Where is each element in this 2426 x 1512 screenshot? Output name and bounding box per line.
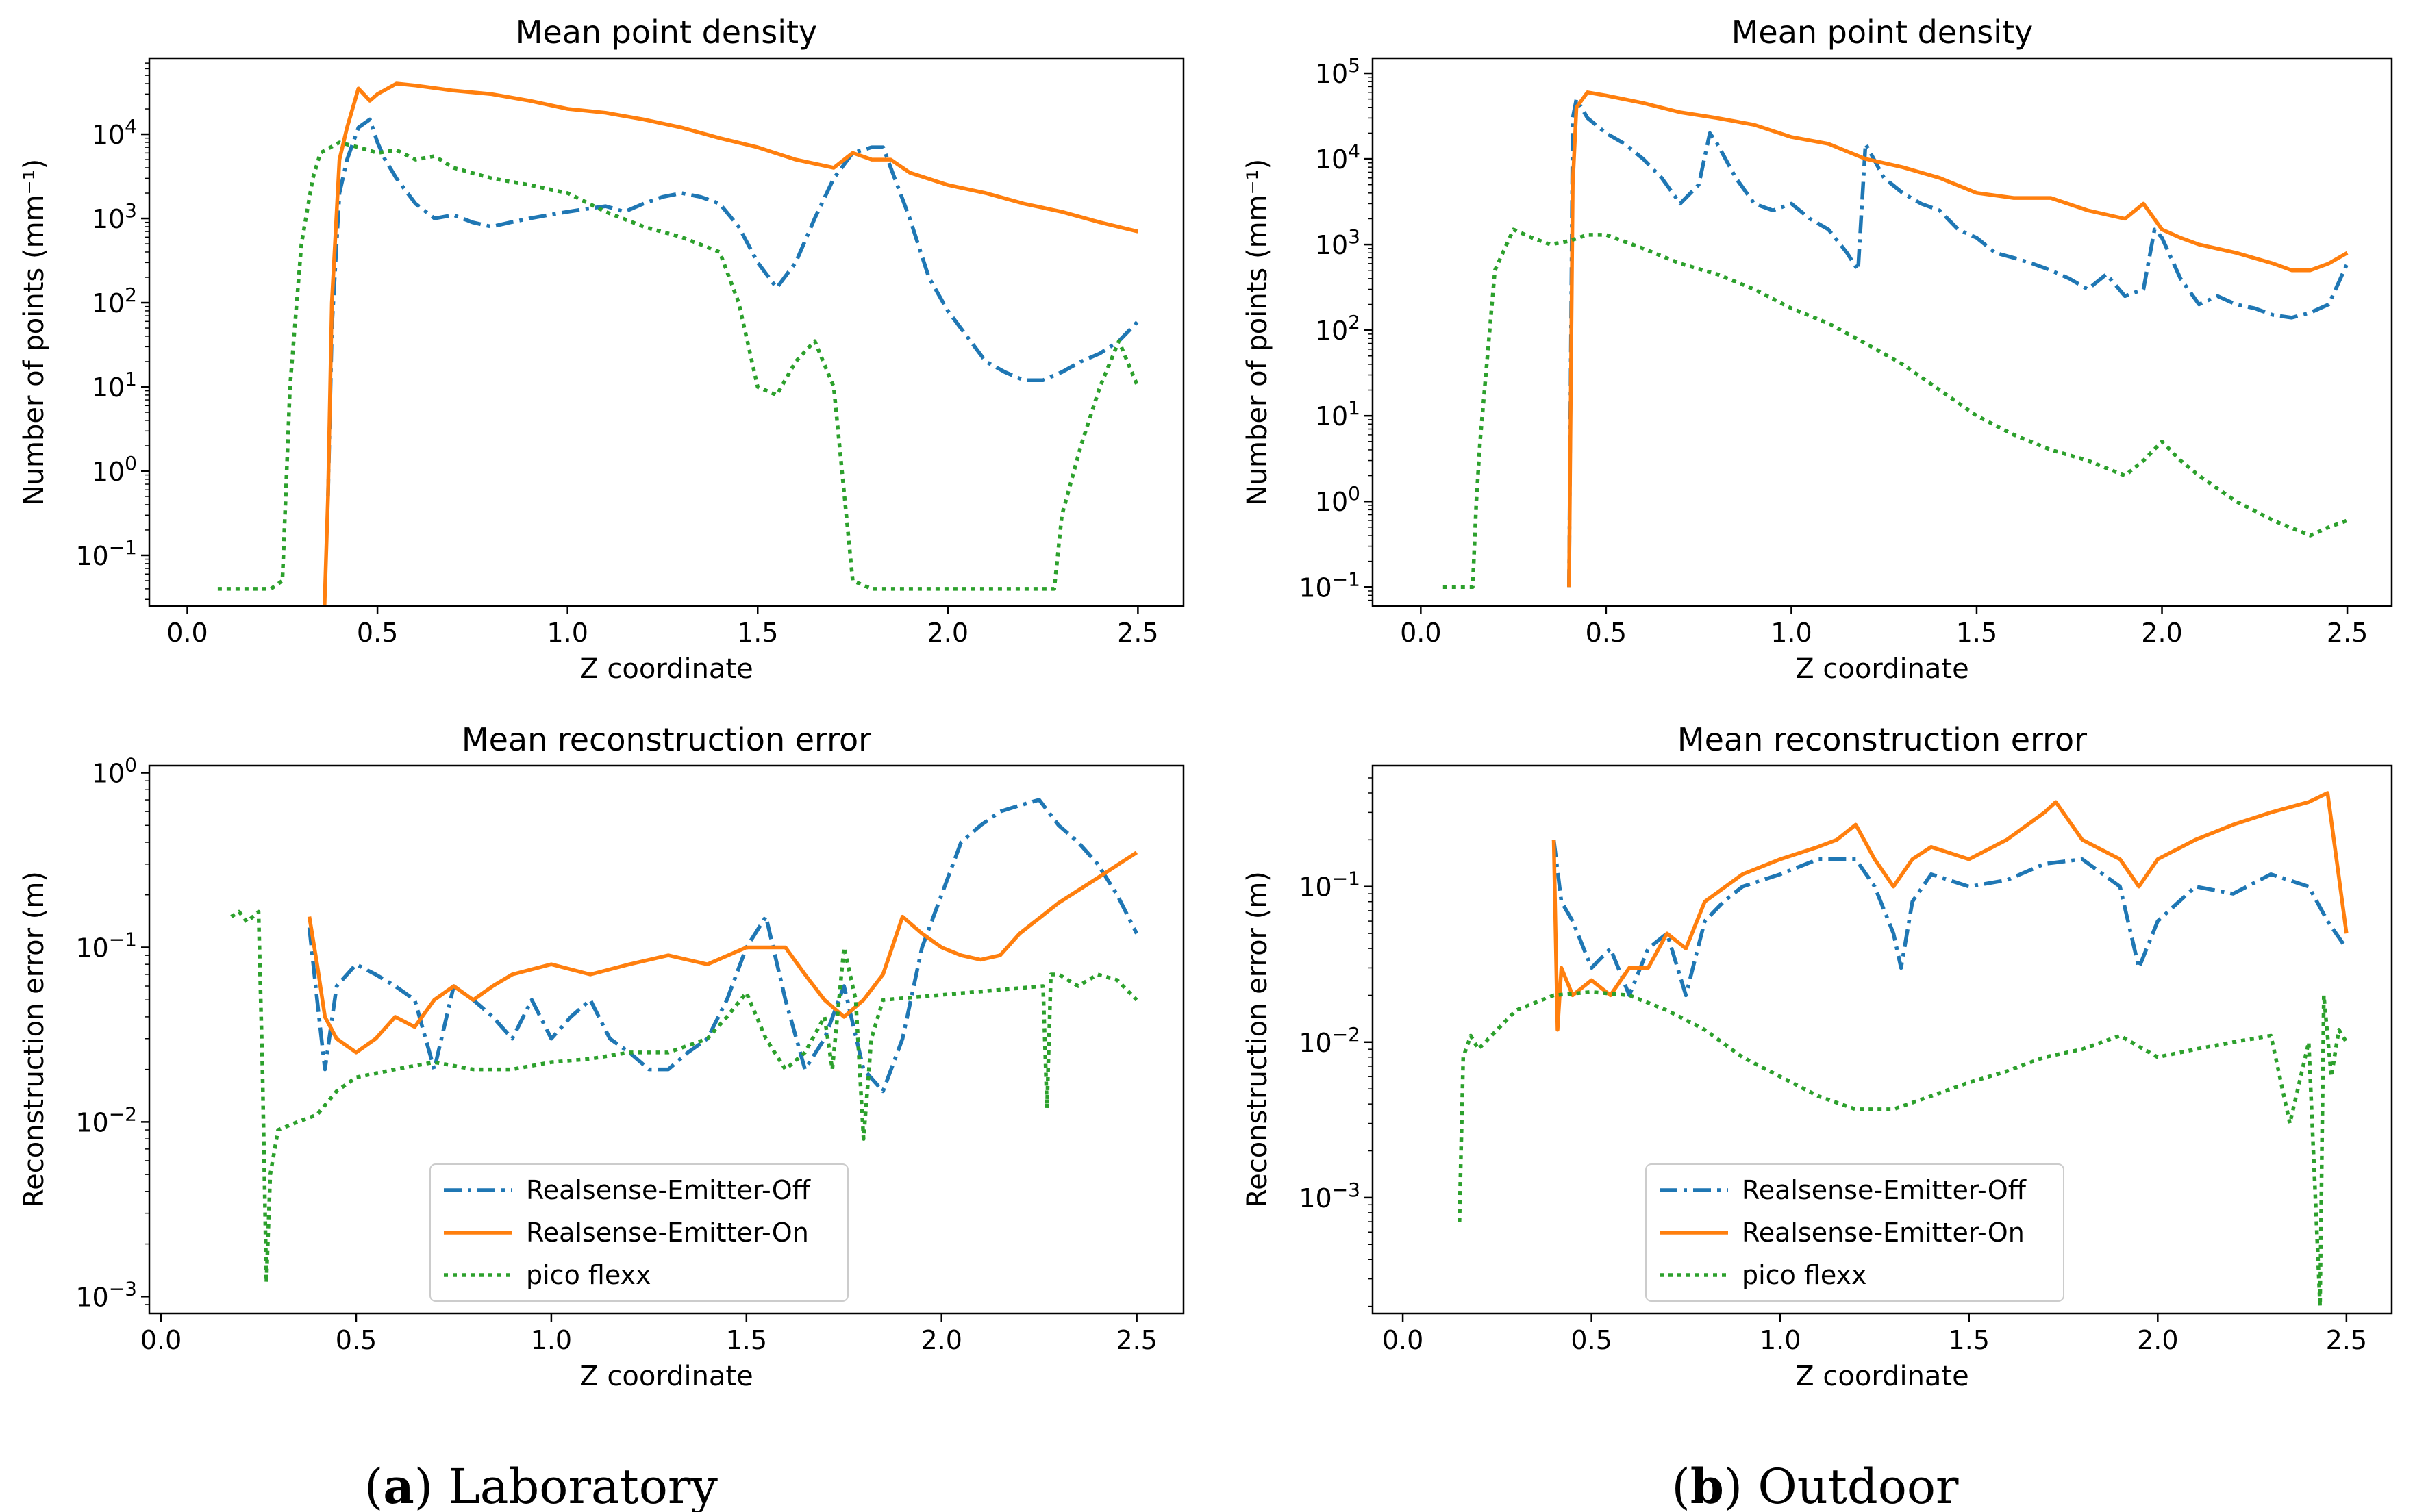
legend-entry: pico flexx bbox=[526, 1260, 651, 1290]
panel-lab-reconstruction-error: Mean reconstruction error 0.0 0.5 1.0 1.5 2.0… bbox=[18, 721, 1185, 1392]
x-tick-label: 0.5 bbox=[1571, 1325, 1612, 1355]
series-line-pico-flexx bbox=[1458, 990, 2349, 1309]
legend-box bbox=[1645, 1163, 2064, 1302]
y-tick-label: 10−1 bbox=[1299, 568, 1360, 603]
x-tick-label: 1.0 bbox=[1771, 618, 1812, 648]
y-axis-label: Number of points (mm⁻¹) bbox=[18, 159, 50, 506]
x-axis-label: Z coordinate bbox=[1795, 1361, 1968, 1392]
plot-frame bbox=[1371, 57, 2393, 607]
chart-title: Mean point density bbox=[1731, 14, 2034, 51]
legend-entry: Realsense-Emitter-On bbox=[1742, 1218, 2025, 1248]
series-line-realsense-emitter-off bbox=[1551, 839, 2349, 998]
series-line-realsense-emitter-on bbox=[323, 81, 1139, 606]
y-tick-label: 10−3 bbox=[1299, 1179, 1360, 1213]
y-axis-label: Reconstruction error (m) bbox=[18, 871, 50, 1208]
y-axis-label: Reconstruction error (m) bbox=[1242, 871, 1273, 1208]
y-tick-label: 102 bbox=[1315, 311, 1360, 346]
chart-title: Mean reconstruction error bbox=[1677, 721, 2087, 758]
y-tick-label: 104 bbox=[92, 115, 137, 150]
x-tick-label: 1.5 bbox=[726, 1325, 767, 1355]
x-axis-label: Z coordinate bbox=[579, 653, 753, 685]
y-tick-label: 10−1 bbox=[1299, 868, 1360, 903]
plot-frame bbox=[1371, 764, 2393, 1315]
series-group bbox=[217, 81, 1140, 606]
x-tick-label: 0.5 bbox=[357, 618, 398, 648]
y-axis-label: Number of points (mm⁻¹) bbox=[1242, 159, 1273, 506]
x-tick-label: 1.0 bbox=[547, 618, 588, 648]
panel-outdoor-point-density: Mean point density 0.0 0.5 1.0 1.5 2.0 2.5 10−1… bbox=[1242, 14, 2393, 685]
x-tick-label: 0.0 bbox=[1400, 618, 1441, 648]
plot-frame bbox=[148, 57, 1185, 607]
x-tick-label: 2.5 bbox=[2326, 1325, 2367, 1355]
x-axis-label: Z coordinate bbox=[1795, 653, 1968, 685]
legend-entry: Realsense-Emitter-Off bbox=[526, 1175, 811, 1205]
y-tick-label: 101 bbox=[1315, 396, 1360, 431]
series-line-realsense-emitter-off bbox=[1567, 97, 2349, 588]
caption-left: (a) Laboratory bbox=[364, 1458, 718, 1512]
series-line-realsense-emitter-on bbox=[1567, 90, 2349, 588]
caption-right-letter: b bbox=[1690, 1458, 1724, 1512]
y-tick-label: 10−1 bbox=[75, 536, 137, 571]
caption-left-letter: a bbox=[383, 1458, 414, 1512]
x-tick-label: 1.5 bbox=[1956, 618, 1997, 648]
x-tick-label: 2.0 bbox=[2137, 1325, 2178, 1355]
series-group bbox=[1458, 791, 2349, 1309]
series-line-pico-flexx bbox=[230, 909, 1138, 1285]
caption-right-label: Outdoor bbox=[1758, 1459, 1959, 1512]
y-tick-label: 100 bbox=[92, 754, 137, 789]
y-tick-label: 105 bbox=[1315, 54, 1360, 89]
plot-frame bbox=[148, 764, 1185, 1315]
legend-entry: Realsense-Emitter-On bbox=[526, 1218, 809, 1248]
series-line-pico-flexx bbox=[217, 140, 1140, 591]
y-tick-label: 10−1 bbox=[75, 928, 137, 963]
x-tick-label: 1.0 bbox=[531, 1325, 572, 1355]
x-tick-label: 1.5 bbox=[1949, 1325, 1990, 1355]
y-tick-label: 100 bbox=[1315, 482, 1360, 517]
x-tick-label: 0.0 bbox=[166, 618, 208, 648]
series-line-realsense-emitter-off bbox=[326, 117, 1140, 497]
y-tick-label: 103 bbox=[92, 199, 137, 234]
panel-outdoor-reconstruction-error: Mean reconstruction error 0.0 0.5 1.0 1.5 2.0… bbox=[1242, 721, 2393, 1392]
y-tick-label: 101 bbox=[92, 368, 137, 403]
legend-entry: Realsense-Emitter-Off bbox=[1742, 1175, 2027, 1205]
x-tick-label: 0.0 bbox=[1382, 1325, 1423, 1355]
legend-box bbox=[429, 1163, 849, 1302]
series-line-realsense-emitter-on bbox=[307, 850, 1138, 1055]
chart-title: Mean reconstruction error bbox=[462, 721, 871, 758]
x-tick-label: 0.5 bbox=[336, 1325, 377, 1355]
series-line-pico-flexx bbox=[1442, 227, 2349, 590]
x-tick-label: 1.5 bbox=[737, 618, 778, 648]
y-tick-label: 10−2 bbox=[1299, 1023, 1360, 1058]
series-group bbox=[230, 798, 1139, 1285]
series-group bbox=[1442, 90, 2349, 590]
y-tick-label: 103 bbox=[1315, 225, 1360, 260]
y-tick-label: 10−3 bbox=[75, 1277, 137, 1312]
caption-right: (b) Outdoor bbox=[1672, 1458, 1960, 1512]
y-tick-label: 100 bbox=[92, 452, 137, 487]
x-tick-label: 0.0 bbox=[140, 1325, 182, 1355]
x-tick-label: 2.5 bbox=[1116, 1325, 1157, 1355]
x-tick-label: 2.0 bbox=[2141, 618, 2182, 648]
caption-left-label: Laboratory bbox=[448, 1459, 718, 1512]
x-axis-label: Z coordinate bbox=[579, 1361, 753, 1392]
legend: Realsense-Emitter-Off Realsense-Emitter-O… bbox=[1645, 1163, 2064, 1302]
legend-entry: pico flexx bbox=[1742, 1260, 1867, 1290]
series-line-realsense-emitter-on bbox=[1551, 791, 2349, 1032]
y-tick-label: 102 bbox=[92, 284, 137, 318]
chart-title: Mean point density bbox=[516, 14, 818, 51]
y-tick-label: 104 bbox=[1315, 140, 1360, 175]
x-tick-label: 2.0 bbox=[927, 618, 968, 648]
panel-lab-point-density: Mean point density 0.0 0.5 1.0 1.5 2.0 2.5 10−1… bbox=[18, 14, 1185, 685]
x-tick-label: 2.5 bbox=[2327, 618, 2368, 648]
legend: Realsense-Emitter-Off Realsense-Emitter-O… bbox=[429, 1163, 849, 1302]
x-tick-label: 2.0 bbox=[921, 1325, 962, 1355]
y-tick-label: 10−2 bbox=[75, 1102, 137, 1137]
series-line-realsense-emitter-off bbox=[307, 798, 1139, 1094]
x-tick-label: 2.5 bbox=[1117, 618, 1158, 648]
x-tick-label: 0.5 bbox=[1586, 618, 1627, 648]
x-tick-label: 1.0 bbox=[1760, 1325, 1801, 1355]
